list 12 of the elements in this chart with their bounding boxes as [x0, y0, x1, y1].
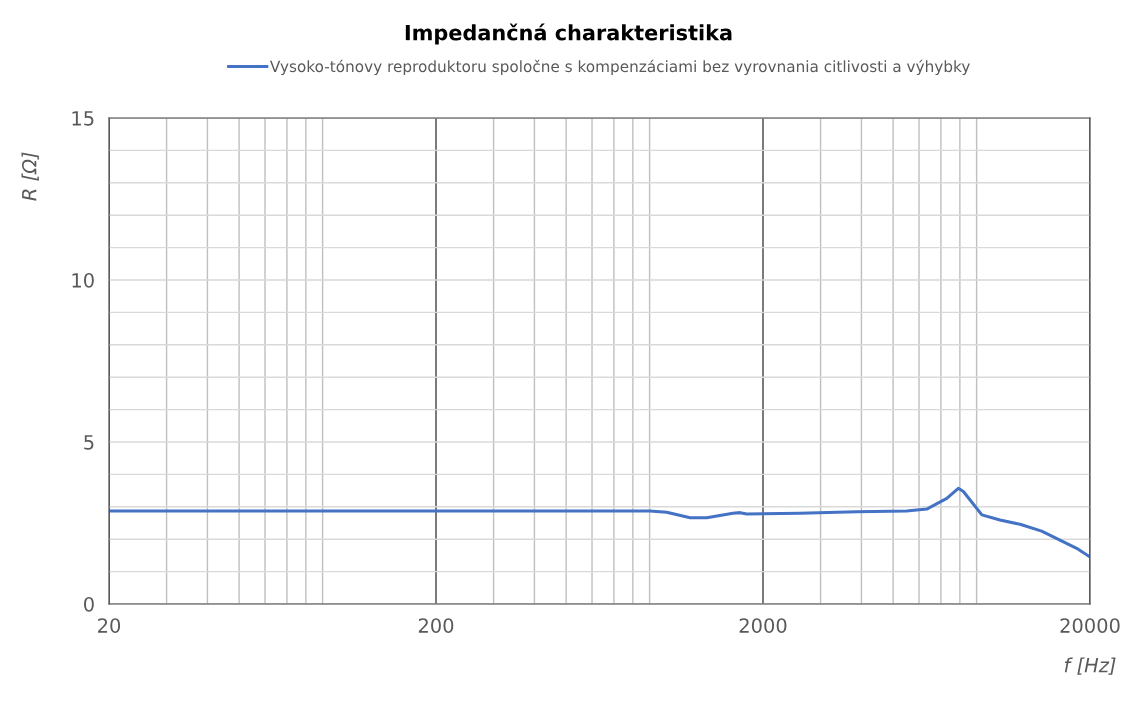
y-tick-label: 5	[84, 435, 94, 450]
y-axis-title: R [Ω]	[21, 152, 39, 201]
y-tick-label: 10	[72, 272, 94, 288]
y-tick-label: 15	[72, 111, 94, 126]
x-tick-label: 200	[418, 618, 454, 633]
legend-label: Vysoko-tónovy reproduktoru spoločne s kompenzáciami bez vyrovnania citlivosti a výhybky	[270, 59, 970, 76]
x-tick-label: 20000	[1060, 618, 1120, 633]
x-tick-label: 2000	[739, 618, 787, 633]
chart-title: Impedančná charakteristika	[405, 23, 732, 45]
x-tick-label: 20	[98, 618, 121, 633]
y-tick-label: 0	[84, 596, 94, 612]
x-axis-title: f [Hz]	[1064, 657, 1116, 675]
